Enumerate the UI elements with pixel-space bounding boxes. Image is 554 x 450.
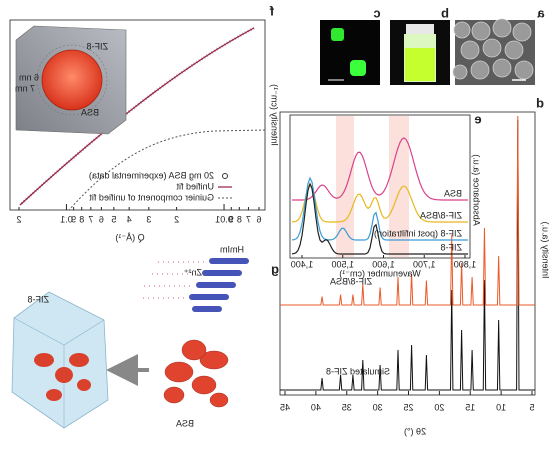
x-tick-label: 1,700 (413, 259, 436, 269)
x-tick-label: 9 (71, 214, 76, 224)
x-tick-label: 30 (373, 402, 383, 412)
panel-label: f (269, 3, 274, 18)
x-tick-label: 10 (496, 402, 506, 412)
trace-label: BSA (444, 188, 462, 198)
trace-label: ZIF-8/BSA (420, 210, 462, 220)
zif-crystal (11, 291, 109, 429)
bsa-protein (163, 339, 229, 408)
fluorescent-crystal (331, 28, 344, 41)
legend-text: 20 mg BSA (experimental data) (89, 170, 214, 180)
inset-label: 6 nm (19, 72, 39, 82)
x-tick-label: 1,500 (331, 259, 354, 269)
bsa-core (41, 49, 103, 111)
x-tick-label: 25 (403, 402, 413, 412)
sem-crystals (452, 18, 534, 80)
x-tick-label: 7 (88, 214, 93, 224)
schematic-label: BSA (176, 418, 194, 428)
legend-symbol (222, 173, 228, 179)
x-tick-label: 20 (434, 402, 444, 412)
zinc-ions (139, 261, 204, 299)
x-tick-label: 5 (529, 402, 534, 412)
ftir-zif-bsa (291, 182, 468, 223)
schematic-label: Zn²⁺ (184, 267, 203, 277)
axis-title: Q (Å⁻¹) (115, 232, 144, 242)
guinier-curve (68, 129, 266, 211)
legend-text: Guinier component of unified fit (89, 192, 214, 202)
axis-title: Absorbance (a.u.) (472, 154, 482, 226)
panel-label: e (474, 111, 481, 126)
vial-liquid (405, 48, 435, 81)
schematic-label: ZIF-8 (28, 294, 50, 304)
saxs-frame (9, 19, 266, 211)
ftir-zif (291, 182, 468, 255)
x-tick-label: 5 (111, 214, 116, 224)
axis-title: Intensity (a.u.) (541, 221, 551, 278)
trace-label: ZIF-8/BSA (330, 276, 372, 286)
fluorescence-image (320, 20, 380, 85)
panel-label: b (441, 5, 449, 20)
xrd-simulated (280, 119, 535, 391)
x-tick-label: 0.01 (215, 214, 233, 224)
ftir-post (291, 176, 468, 241)
panel-label: d (536, 95, 544, 110)
x-tick-label: 4 (127, 214, 132, 224)
trace-label: ZIF-8 (441, 242, 463, 252)
xrd-zif-bsa (280, 115, 535, 306)
x-tick-label: 15 (465, 402, 475, 412)
trace-label: ZIF-8 (post infiltration) (374, 228, 462, 238)
x-tick-label: 35 (342, 402, 352, 412)
schematic-label: HmIm (220, 244, 244, 254)
fluorescent-crystal (350, 60, 366, 76)
ftir-bsa (292, 137, 468, 201)
axis-title: 2θ (°) (404, 426, 426, 436)
x-tick-label: 2 (174, 214, 179, 224)
x-tick-label: 9 (229, 214, 234, 224)
x-tick-label: 2 (16, 214, 21, 224)
hmim-linkers (189, 258, 249, 312)
inset-label: BSA (81, 107, 99, 117)
axis-title: Intensity (cm⁻¹) (270, 84, 280, 146)
xrd-frame (279, 111, 536, 396)
x-tick-label: 45 (280, 402, 290, 412)
encapsulated-protein (34, 353, 91, 401)
panel-label: c (373, 5, 380, 20)
ftir-band (336, 116, 354, 257)
x-tick-label: 6 (256, 214, 261, 224)
x-tick-label: 1,400 (291, 259, 314, 269)
ftir-band (389, 116, 409, 257)
x-tick-label: 6 (99, 214, 104, 224)
x-tick-label: 3 (146, 214, 151, 224)
panel-label: g (271, 261, 279, 276)
x-tick-label: 8 (79, 214, 84, 224)
x-tick-label: 1,800 (454, 259, 477, 269)
x-tick-label: 0.1 (60, 214, 73, 224)
shell-outline (36, 44, 108, 116)
inset-label: ZIF-8 (87, 41, 109, 51)
vial-cap (406, 24, 434, 34)
panel-label: a (537, 5, 545, 20)
inset-label: 7 nm (15, 83, 35, 93)
x-tick-label: 40 (311, 402, 321, 412)
x-tick-label: 1,600 (372, 259, 395, 269)
axis-title: Wavenumber (cm⁻¹) (339, 268, 420, 278)
trace-label: Simulated ZIF-8 (326, 366, 390, 376)
legend-text: Unified fit (176, 181, 214, 191)
x-tick-label: 7 (246, 214, 251, 224)
unified-fit (19, 27, 255, 206)
x-tick-label: 8 (237, 214, 242, 224)
